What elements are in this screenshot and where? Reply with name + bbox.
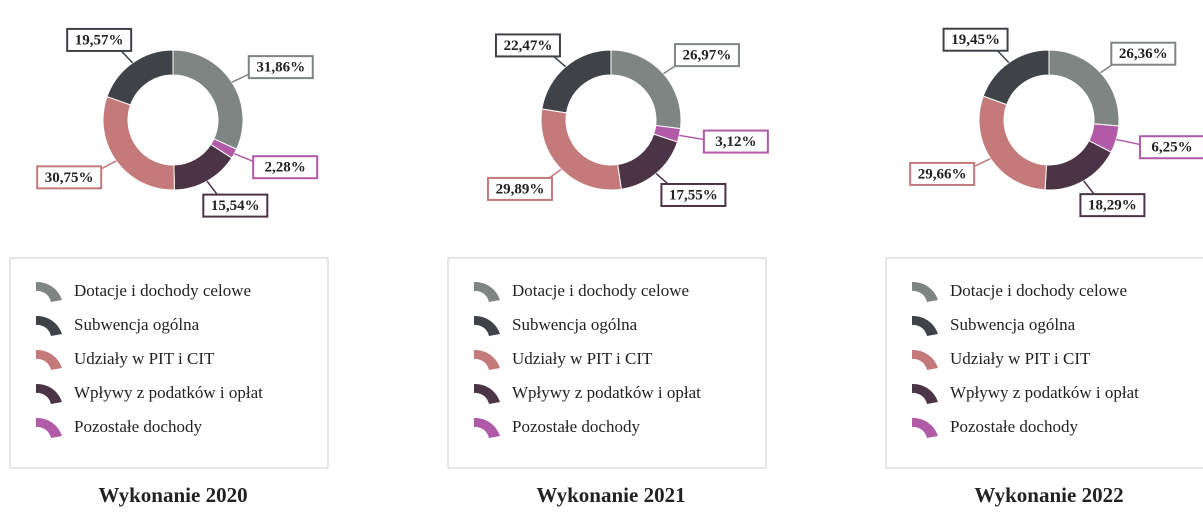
legend-label: Subwencja ogólna xyxy=(74,315,200,334)
data-label: 19,57% xyxy=(75,32,124,48)
legend-label: Wpływy z podatków i opłat xyxy=(74,383,263,402)
data-label: 26,36% xyxy=(1119,46,1168,62)
label-box xyxy=(660,182,727,207)
data-label: 6,25% xyxy=(1151,140,1192,156)
label-box xyxy=(673,43,740,68)
legend-swatch xyxy=(36,281,62,302)
label-box xyxy=(252,155,319,180)
donut-slice xyxy=(982,49,1050,106)
label-box xyxy=(909,161,976,186)
data-label: 3,12% xyxy=(715,134,756,150)
label-box xyxy=(487,176,554,201)
data-label: 26,97% xyxy=(683,48,732,64)
legend-label: Wpływy z podatków i opłat xyxy=(512,383,701,402)
legend-box xyxy=(447,257,767,469)
data-label: 22,47% xyxy=(504,38,553,54)
label-box xyxy=(1138,135,1203,160)
legend-box xyxy=(9,257,329,469)
legend-label: Subwencja ogólna xyxy=(950,315,1076,334)
label-box xyxy=(942,27,1009,52)
legend-swatch xyxy=(36,349,62,370)
legend-label: Subwencja ogólna xyxy=(512,315,638,334)
legend-label: Udziały w PIT i CIT xyxy=(74,349,215,368)
label-box xyxy=(1079,193,1146,218)
legend-swatch xyxy=(912,281,938,302)
legend-swatch xyxy=(474,383,500,404)
donut-slice xyxy=(102,95,175,191)
legend-label: Dotacje i dochody celowe xyxy=(950,281,1127,300)
data-label: 15,54% xyxy=(211,198,260,214)
legend-swatch xyxy=(912,383,938,404)
data-label: 19,45% xyxy=(951,32,1000,48)
label-box xyxy=(66,27,133,52)
legend-swatch xyxy=(912,349,938,370)
legend-label: Wpływy z podatków i opłat xyxy=(950,383,1139,402)
data-label: 2,28% xyxy=(265,160,306,176)
data-label: 29,66% xyxy=(918,166,967,182)
legend-label: Udziały w PIT i CIT xyxy=(950,349,1091,368)
data-label: 30,75% xyxy=(45,170,94,186)
legend-swatch xyxy=(912,417,938,438)
donut-slice xyxy=(106,49,174,106)
donut-slice xyxy=(1044,140,1112,191)
donut-slice xyxy=(1048,49,1120,127)
legend-swatch xyxy=(474,349,500,370)
label-box xyxy=(36,165,103,190)
legend-swatch xyxy=(36,417,62,438)
donut-slice xyxy=(541,49,612,114)
label-box xyxy=(494,33,561,58)
legend-label: Dotacje i dochody celowe xyxy=(74,281,251,300)
chart-title: Wykonanie 2021 xyxy=(536,483,685,507)
legend-swatch xyxy=(474,417,500,438)
donut-slice xyxy=(978,95,1047,191)
data-label: 29,89% xyxy=(496,181,545,197)
legend-label: Pozostałe dochody xyxy=(74,417,202,436)
legend-label: Udziały w PIT i CIT xyxy=(512,349,653,368)
data-label: 17,55% xyxy=(669,187,718,203)
data-label: 31,86% xyxy=(256,60,305,76)
donut-slice xyxy=(172,49,244,150)
legend-swatch xyxy=(36,315,62,336)
donut-slice xyxy=(540,108,622,191)
data-label: 18,29% xyxy=(1088,198,1137,214)
legend-swatch xyxy=(36,383,62,404)
label-box xyxy=(202,193,269,218)
legend-label: Dotacje i dochody celowe xyxy=(512,281,689,300)
label-box xyxy=(702,129,769,154)
legend-box xyxy=(885,257,1203,469)
donut-slice xyxy=(617,133,679,190)
legend-swatch xyxy=(474,315,500,336)
legend-swatch xyxy=(912,315,938,336)
legend-swatch xyxy=(474,281,500,302)
label-box xyxy=(1110,41,1177,66)
chart-title: Wykonanie 2020 xyxy=(98,483,247,507)
donut-slice xyxy=(610,49,682,130)
legend-label: Pozostałe dochody xyxy=(512,417,640,436)
label-box xyxy=(247,55,314,80)
chart-title: Wykonanie 2022 xyxy=(974,483,1123,507)
legend-label: Pozostałe dochody xyxy=(950,417,1078,436)
